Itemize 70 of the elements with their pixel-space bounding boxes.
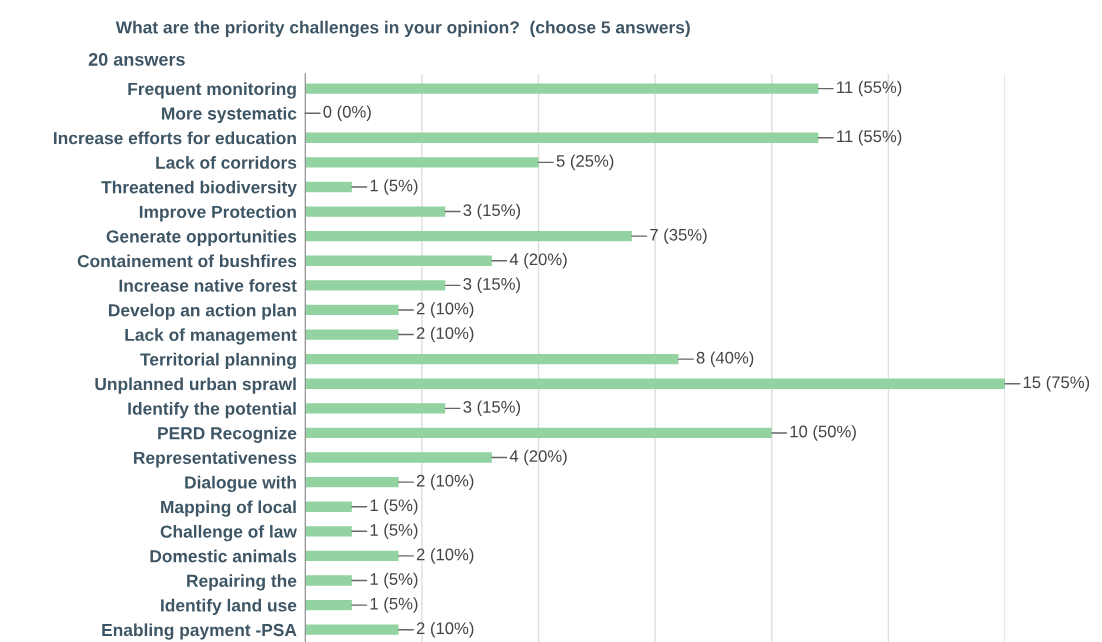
y-tick-label: Lack of corridors bbox=[156, 156, 297, 169]
y-tick-label: Develop an action plan bbox=[109, 303, 296, 320]
y-tick-label: More systematic bbox=[162, 106, 297, 124]
data-label: 3 (15%) bbox=[463, 203, 521, 220]
y-tick-label: Unplanned urban sprawl bbox=[95, 377, 296, 394]
y-tick-label: Enabling payment -PSA bbox=[102, 623, 297, 640]
y-tick-label: Mapping of local bbox=[161, 500, 296, 517]
y-tick-label: Improve Protection bbox=[139, 205, 296, 222]
data-label: 3 (15%) bbox=[463, 400, 521, 417]
data-label: 0 (0%) bbox=[323, 105, 371, 121]
bar bbox=[305, 403, 446, 414]
bar bbox=[305, 501, 352, 512]
y-tick-label: Identify land use bbox=[161, 598, 297, 615]
y-tick-label: Increase efforts for education bbox=[54, 131, 296, 145]
y-tick-label: Challenge of law bbox=[160, 525, 297, 542]
data-label: 2 (10%) bbox=[416, 474, 474, 490]
bar bbox=[305, 452, 492, 463]
data-label: 1 (5%) bbox=[370, 179, 418, 195]
bar bbox=[305, 353, 679, 365]
y-tick-label: Frequent monitoring bbox=[128, 82, 296, 99]
bar bbox=[305, 526, 352, 537]
bar bbox=[305, 427, 772, 439]
y-tick-label: PERD Recognize bbox=[158, 426, 297, 443]
data-label: 1 (5%) bbox=[370, 572, 418, 589]
y-tick-label: Dialogue with bbox=[185, 475, 296, 493]
bar bbox=[305, 599, 352, 611]
y-tick-label: Territorial planning bbox=[140, 352, 296, 370]
y-tick-label: Containement of bushfires bbox=[77, 254, 297, 268]
y-tick-label: Domestic animals bbox=[150, 549, 297, 563]
bar bbox=[305, 206, 446, 217]
bar bbox=[305, 231, 632, 242]
chart-title: What are the priority challenges in your opinion? (choose 5 answers) bbox=[115, 20, 690, 38]
data-label: 3 (15%) bbox=[463, 277, 521, 294]
data-label: 2 (10%) bbox=[416, 326, 474, 343]
data-label: 5 (25%) bbox=[556, 154, 614, 171]
bar bbox=[305, 255, 492, 266]
y-tick-label: Increase native forest bbox=[119, 279, 297, 292]
y-tick-label: Repairing the bbox=[187, 574, 297, 591]
bar bbox=[305, 83, 819, 94]
y-tick-label: Generate opportunities bbox=[106, 229, 297, 247]
data-label: 1 (5%) bbox=[370, 498, 418, 515]
data-label: 4 (20%) bbox=[509, 252, 567, 269]
data-label: 2 (10%) bbox=[416, 302, 474, 318]
bar bbox=[305, 181, 352, 193]
data-label: 8 (40%) bbox=[696, 351, 754, 367]
bar bbox=[305, 280, 446, 291]
data-label: 11 (55%) bbox=[837, 130, 902, 146]
y-tick-label: Identify the potential bbox=[128, 402, 296, 419]
data-label: 11 (55%) bbox=[837, 80, 902, 97]
y-tick-label: Representativeness bbox=[134, 451, 297, 468]
bar bbox=[305, 378, 1006, 389]
data-label: 2 (10%) bbox=[416, 548, 474, 564]
data-label: 1 (5%) bbox=[370, 597, 418, 613]
data-label: 15 (75%) bbox=[1023, 375, 1090, 392]
bar bbox=[305, 329, 399, 340]
text: 20 answers bbox=[88, 53, 185, 66]
bar bbox=[305, 476, 399, 488]
data-label: 4 (20%) bbox=[509, 449, 567, 466]
data-label: 10 (50%) bbox=[790, 425, 856, 441]
y-tick-label: Lack of management bbox=[125, 328, 297, 345]
bar bbox=[305, 157, 539, 168]
y-tick-label: Threatened biodiversity bbox=[101, 180, 297, 197]
data-label: 1 (5%) bbox=[370, 523, 418, 540]
data-label: 2 (10%) bbox=[416, 621, 474, 638]
bar bbox=[305, 304, 399, 316]
bar bbox=[305, 132, 819, 143]
bar bbox=[305, 624, 399, 635]
bar bbox=[305, 550, 399, 562]
bar bbox=[305, 575, 352, 586]
data-label: 7 (35%) bbox=[650, 228, 707, 244]
